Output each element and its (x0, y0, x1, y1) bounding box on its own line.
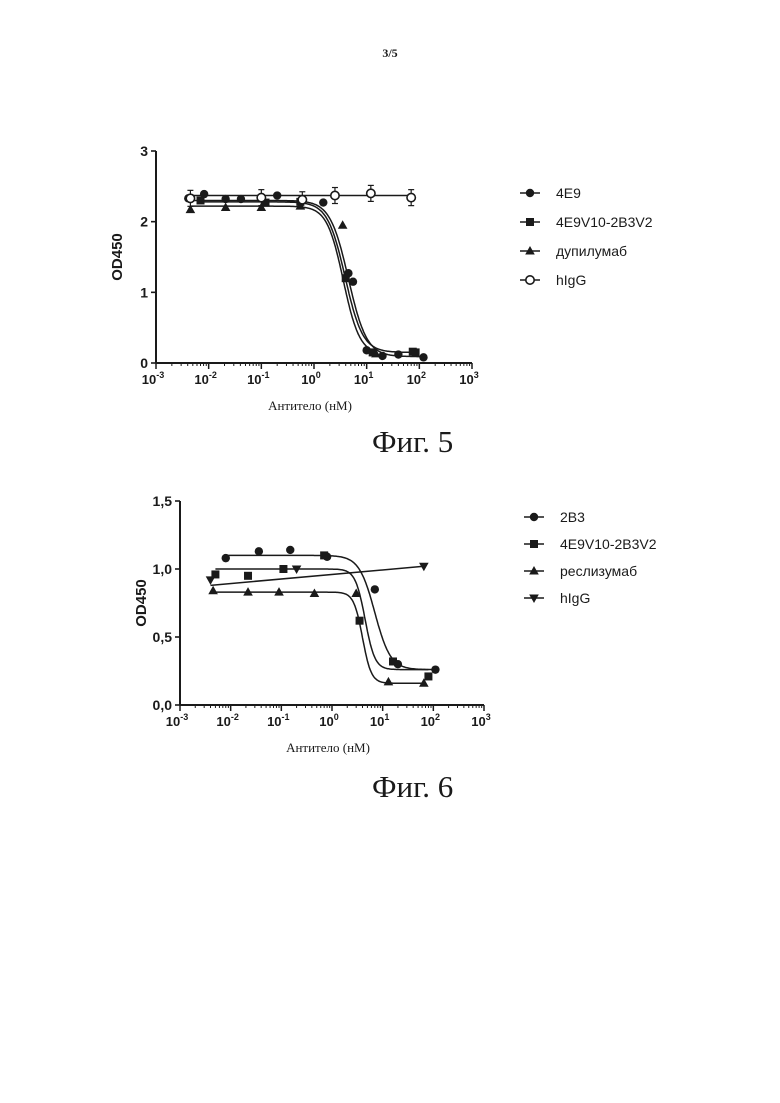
series-4 (186, 185, 415, 207)
y-tick-label: 0,0 (153, 697, 173, 713)
legend-label: 4E9V10-2B3V2 (556, 214, 653, 230)
figure-5-chart: 0 1 2 3 10-3 10-2 10-1 100 101 102 103 OD450 Антител… (109, 143, 653, 413)
legend-label: hIgG (560, 590, 590, 606)
data-point (257, 193, 265, 201)
data-point (349, 278, 357, 286)
y-tick-label: 3 (140, 143, 148, 159)
y-tick-label: 1,5 (153, 493, 173, 509)
x-tick-label: 10-2 (194, 370, 216, 387)
legend-marker (530, 540, 538, 548)
data-point (286, 546, 294, 554)
data-point (208, 586, 218, 595)
series-1 (184, 190, 428, 362)
legend-marker (526, 218, 534, 226)
legend-entry-4: hIgG (524, 590, 590, 606)
legend-label: hIgG (556, 272, 586, 288)
legend-label: 4E9 (556, 185, 581, 201)
legend-entry-2: 4E9V10-2B3V2 (524, 536, 657, 552)
legend-label: 4E9V10-2B3V2 (560, 536, 657, 552)
x-tick-label: 100 (319, 712, 338, 729)
series-line (226, 555, 436, 669)
legend-entry-3: реслизумаб (524, 563, 637, 579)
legend-marker (526, 189, 534, 197)
data-point (389, 657, 397, 665)
legend-label: 2B3 (560, 509, 585, 525)
legend-entry-4: hIgG (520, 272, 586, 288)
x-axis-title: Антитело (нМ) (286, 740, 370, 755)
series-line (201, 202, 416, 353)
legend-entry-3: дупилумаб (520, 243, 627, 259)
data-point (367, 189, 375, 197)
series-line (188, 201, 423, 357)
x-tick-label: 101 (370, 712, 389, 729)
data-point (319, 198, 327, 206)
y-tick-label: 0,5 (153, 629, 173, 645)
y-axis-title: OD450 (133, 579, 150, 627)
series-1 (222, 546, 440, 674)
x-tick-label: 100 (301, 370, 320, 387)
x-tick-label: 10-1 (267, 712, 289, 729)
data-point (412, 348, 420, 356)
legend-marker (530, 513, 538, 521)
data-point (186, 194, 194, 202)
series-4 (206, 563, 429, 586)
data-point (419, 353, 427, 361)
x-tick-label: 103 (459, 370, 478, 387)
data-point (424, 672, 432, 680)
data-point (197, 196, 205, 204)
series-2 (197, 196, 420, 356)
legend-entry-2: 4E9V10-2B3V2 (520, 214, 653, 230)
data-point (206, 576, 216, 585)
legend-entry-1: 4E9 (520, 185, 581, 201)
x-tick-label: 10-3 (166, 712, 188, 729)
y-tick-label: 1,0 (153, 561, 173, 577)
y-tick-label: 0 (140, 355, 148, 371)
x-tick-label: 102 (407, 370, 426, 387)
x-tick-label: 103 (471, 712, 490, 729)
x-tick-label: 10-1 (247, 370, 269, 387)
data-point (371, 585, 379, 593)
data-point (255, 547, 263, 555)
data-point (279, 565, 287, 573)
data-point (222, 554, 230, 562)
data-point (384, 677, 394, 686)
data-point (298, 196, 306, 204)
series-line (215, 569, 428, 670)
y-tick-label: 2 (140, 214, 148, 230)
legend-entry-1: 2B3 (524, 509, 585, 525)
legend-label: дупилумаб (556, 243, 627, 259)
x-tick-label: 10-3 (142, 370, 164, 387)
data-point (407, 193, 415, 201)
y-tick-label: 1 (140, 284, 148, 300)
x-tick-label: 102 (421, 712, 440, 729)
x-tick-label: 101 (354, 370, 373, 387)
data-point (431, 665, 439, 673)
y-axis-title: OD450 (109, 233, 126, 281)
x-tick-label: 10-2 (216, 712, 238, 729)
data-point (320, 551, 328, 559)
data-point (331, 191, 339, 199)
data-point (338, 220, 348, 229)
legend-marker (526, 276, 534, 284)
legend-label: реслизумаб (560, 563, 637, 579)
data-point (244, 572, 252, 580)
series-3 (208, 586, 428, 687)
x-axis-title: Антитело (нМ) (268, 398, 352, 413)
figure-6-chart: 0,0 0,5 1,0 1,5 10-3 10-2 10-1 100 101 102 103 OD45… (133, 493, 657, 755)
